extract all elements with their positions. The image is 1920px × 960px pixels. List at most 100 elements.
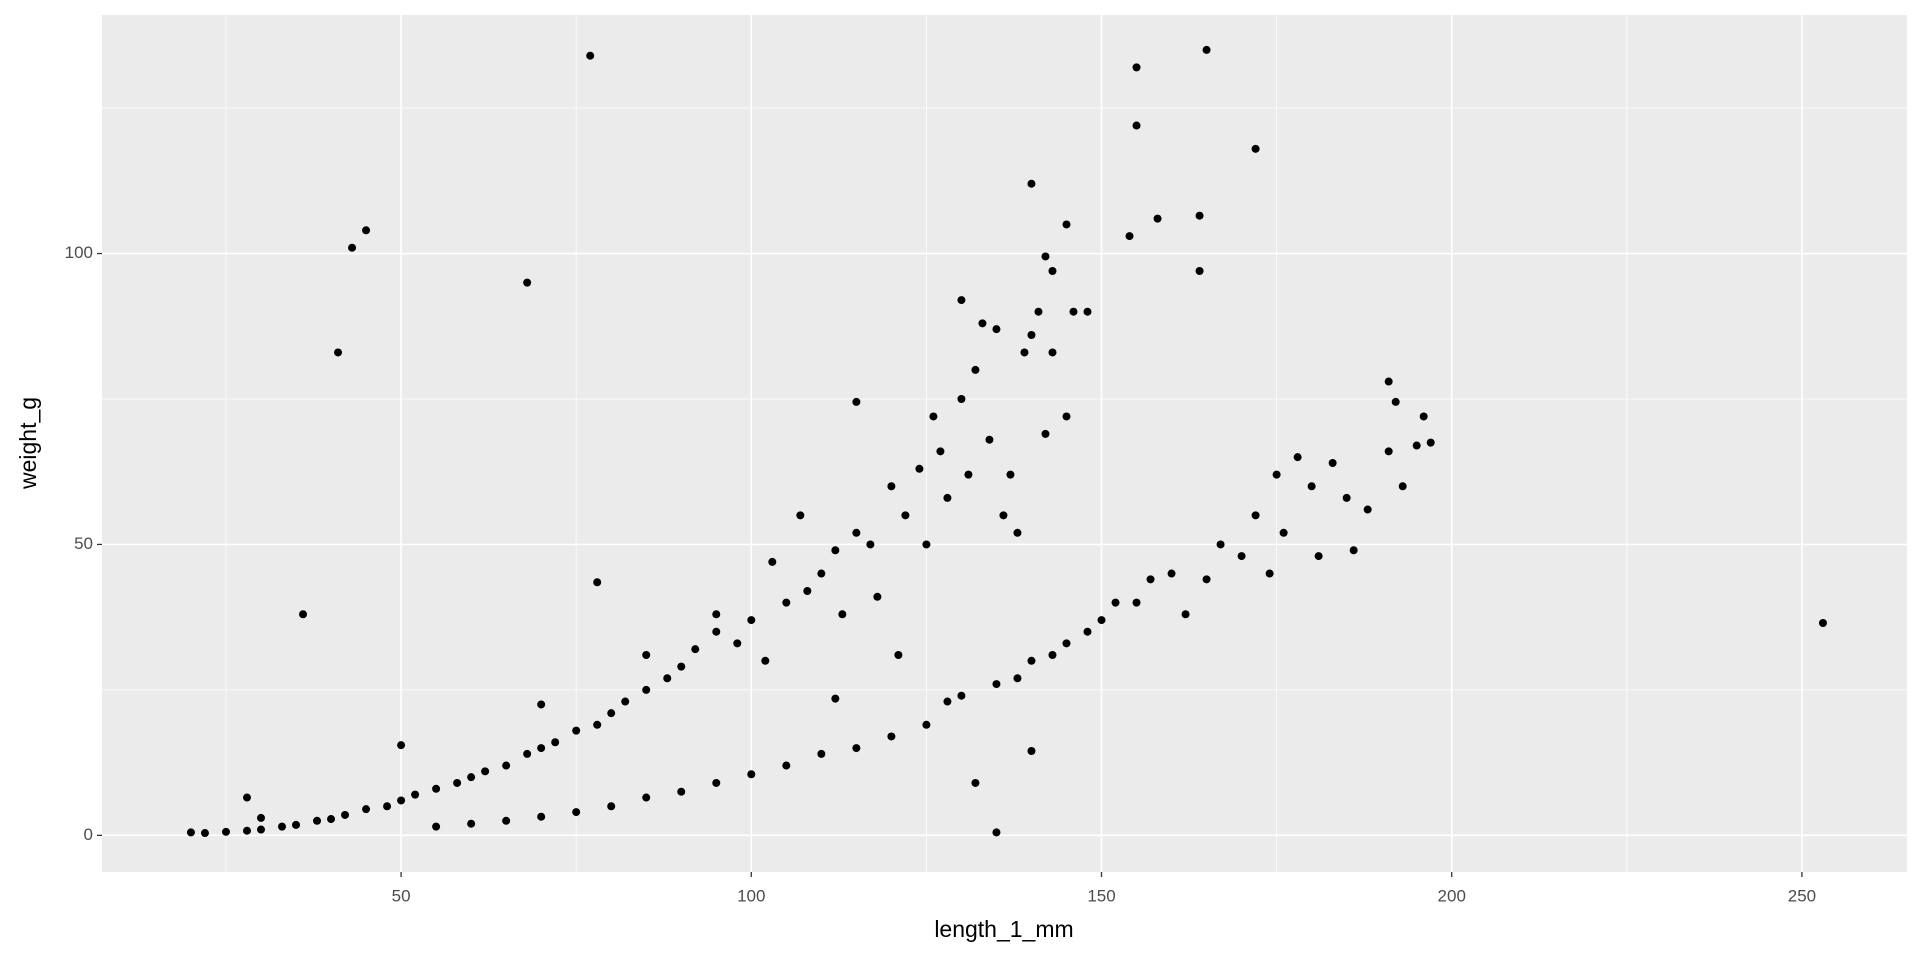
point <box>1167 569 1176 578</box>
point <box>1314 552 1323 561</box>
point <box>1006 470 1015 479</box>
point <box>768 557 777 566</box>
point <box>256 813 265 822</box>
point <box>1342 493 1351 502</box>
point <box>1027 746 1036 755</box>
point <box>992 828 1001 837</box>
point <box>1349 546 1358 555</box>
point <box>817 569 826 578</box>
point <box>186 828 195 837</box>
y-tick-label: 100 <box>65 243 93 262</box>
point <box>1251 511 1260 520</box>
point <box>593 720 602 729</box>
point <box>334 348 343 357</box>
point <box>1048 266 1057 275</box>
y-tick-label: 50 <box>74 534 93 553</box>
point <box>537 812 546 821</box>
point <box>397 796 406 805</box>
point <box>1132 63 1141 72</box>
point <box>957 394 966 403</box>
point <box>1027 330 1036 339</box>
x-axis-title: length_1_mm <box>934 916 1073 942</box>
x-tick-label: 150 <box>1087 886 1115 905</box>
point <box>1034 307 1043 316</box>
point <box>242 793 251 802</box>
point <box>691 645 700 654</box>
point <box>327 815 336 824</box>
point <box>922 720 931 729</box>
point <box>852 744 861 753</box>
plot-panel <box>102 15 1907 872</box>
point <box>453 778 462 787</box>
point <box>278 822 287 831</box>
point <box>761 656 770 665</box>
point <box>1041 429 1050 438</box>
point <box>677 662 686 671</box>
point <box>796 511 805 520</box>
point <box>572 726 581 735</box>
point <box>782 761 791 770</box>
point <box>642 793 651 802</box>
point <box>397 741 406 750</box>
point <box>1419 412 1428 421</box>
point <box>1132 121 1141 130</box>
point <box>803 586 812 595</box>
point <box>887 482 896 491</box>
point <box>551 738 560 747</box>
point <box>292 820 301 829</box>
point <box>943 493 952 502</box>
point <box>537 744 546 753</box>
point <box>1097 616 1106 625</box>
point <box>663 674 672 683</box>
point <box>1202 45 1211 54</box>
point <box>1153 214 1162 223</box>
point <box>978 319 987 328</box>
point <box>712 610 721 619</box>
point <box>838 610 847 619</box>
point <box>782 598 791 607</box>
y-axis-title: weight_g <box>15 397 41 490</box>
point <box>481 767 490 776</box>
point <box>362 805 371 814</box>
point <box>1125 232 1134 241</box>
point <box>432 784 441 793</box>
point <box>1062 639 1071 648</box>
point <box>922 540 931 549</box>
point <box>1279 528 1288 537</box>
point <box>817 749 826 758</box>
point <box>1027 179 1036 188</box>
point <box>1013 674 1022 683</box>
point <box>256 825 265 834</box>
point <box>852 397 861 406</box>
point <box>677 787 686 796</box>
point <box>502 816 511 825</box>
point <box>1384 447 1393 456</box>
point <box>1272 470 1281 479</box>
point <box>1083 627 1092 636</box>
point <box>642 650 651 659</box>
point <box>1265 569 1274 578</box>
point <box>901 511 910 520</box>
point <box>1818 618 1827 627</box>
point <box>1069 307 1078 316</box>
point <box>1412 441 1421 450</box>
point <box>1146 575 1155 584</box>
point <box>747 616 756 625</box>
point <box>915 464 924 473</box>
point <box>1293 453 1302 462</box>
point <box>1328 458 1337 467</box>
point <box>1391 397 1400 406</box>
point <box>985 435 994 444</box>
point <box>642 685 651 694</box>
point <box>1062 412 1071 421</box>
y-tick-label: 0 <box>84 825 93 844</box>
point <box>607 709 616 718</box>
point <box>887 732 896 741</box>
point <box>747 770 756 779</box>
point <box>411 790 420 799</box>
point <box>1202 575 1211 584</box>
point <box>733 639 742 648</box>
point <box>242 826 251 835</box>
point <box>1083 307 1092 316</box>
